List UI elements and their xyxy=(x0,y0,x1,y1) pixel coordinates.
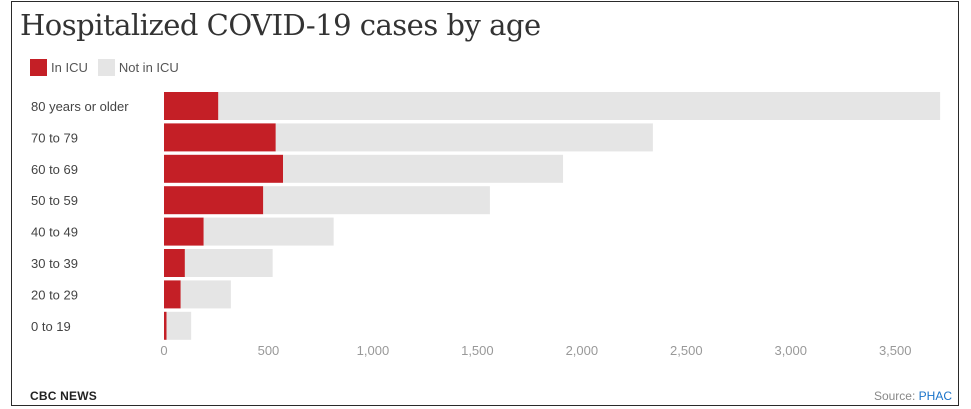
category-label-0-to-19: 0 to 19 xyxy=(31,319,71,334)
legend-label-in-icu: In ICU xyxy=(51,60,88,75)
brand-label: CBC NEWS xyxy=(30,389,97,403)
legend-item-not-in-icu: Not in ICU xyxy=(97,59,179,76)
legend-swatch-in-icu xyxy=(30,59,47,76)
x-tick-label: 1,500 xyxy=(461,343,494,358)
category-label-60-to-69: 60 to 69 xyxy=(31,162,78,177)
bar-in-icu-60-to-69[interactable] xyxy=(164,154,284,183)
legend-swatch-not-in-icu xyxy=(97,59,115,76)
source-prefix: Source: xyxy=(873,389,916,403)
category-label-80-years-or-older: 80 years or older xyxy=(31,99,129,114)
bar-in-icu-80-years-or-older[interactable] xyxy=(164,92,219,120)
legend: In ICU Not in ICU xyxy=(30,59,189,76)
chart-title: Hospitalized COVID-19 cases by age xyxy=(20,8,541,42)
x-tick-label: 1,000 xyxy=(357,343,390,358)
category-label-40-to-49: 40 to 49 xyxy=(31,225,78,240)
bar-in-icu-50-to-59[interactable] xyxy=(164,186,264,215)
bar-in-icu-20-to-29[interactable] xyxy=(164,280,181,309)
bar-in-icu-40-to-49[interactable] xyxy=(164,217,204,246)
legend-item-in-icu: In ICU xyxy=(30,59,88,76)
bar-not-in-icu-30-to-39[interactable] xyxy=(184,249,273,277)
x-tick-label: 2,500 xyxy=(670,343,703,358)
bar-in-icu-0-to-19[interactable] xyxy=(164,311,167,340)
bar-not-in-icu-70-to-79[interactable] xyxy=(275,123,653,152)
source-link[interactable]: PHAC xyxy=(918,389,952,403)
x-tick-label: 500 xyxy=(258,343,280,358)
bar-in-icu-70-to-79[interactable] xyxy=(164,123,276,152)
bar-not-in-icu-0-to-19[interactable] xyxy=(166,311,192,340)
bar-not-in-icu-40-to-49[interactable] xyxy=(203,217,334,246)
x-tick-label: 2,000 xyxy=(566,343,599,358)
category-label-20-to-29: 20 to 29 xyxy=(31,287,78,302)
x-tick-label: 3,500 xyxy=(879,343,912,358)
bar-in-icu-30-to-39[interactable] xyxy=(164,249,185,277)
category-label-30-to-39: 30 to 39 xyxy=(31,256,78,271)
bar-not-in-icu-50-to-59[interactable] xyxy=(263,186,490,215)
bar-not-in-icu-80-years-or-older[interactable] xyxy=(218,92,941,120)
category-label-50-to-59: 50 to 59 xyxy=(31,193,78,208)
legend-label-not-in-icu: Not in ICU xyxy=(118,60,179,75)
bar-not-in-icu-60-to-69[interactable] xyxy=(283,154,564,183)
x-tick-label: 3,000 xyxy=(774,343,807,358)
bar-not-in-icu-20-to-29[interactable] xyxy=(180,280,231,309)
source-credit: Source: PHAC xyxy=(874,389,952,403)
x-tick-label: 0 xyxy=(160,343,167,358)
category-label-70-to-79: 70 to 79 xyxy=(31,130,78,145)
